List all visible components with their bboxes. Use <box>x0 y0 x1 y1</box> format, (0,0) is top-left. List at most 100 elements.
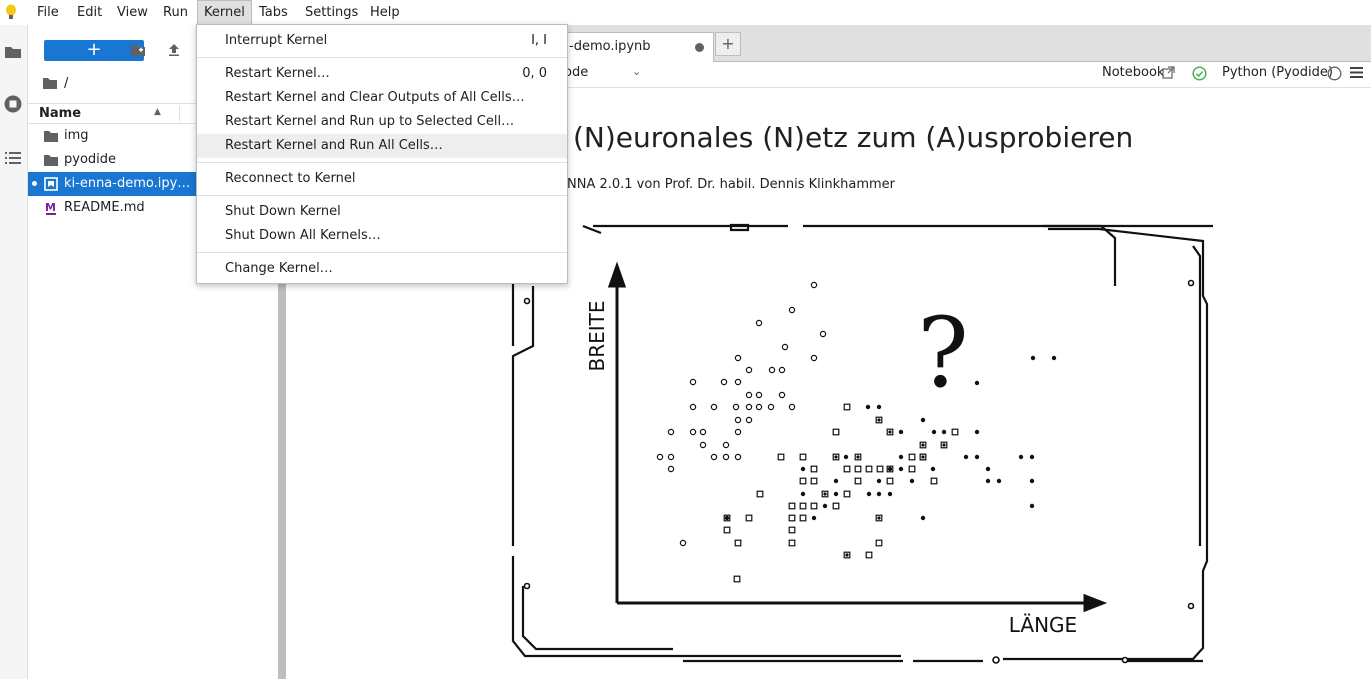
scatter-boxed-dot-center <box>856 455 860 459</box>
scatter-circle-point <box>734 428 742 436</box>
menuitem-restart-kernel[interactable]: Restart Kernel… 0, 0 <box>197 62 567 86</box>
scatter-dot-point <box>865 404 871 410</box>
scatter-circle-point <box>819 330 827 338</box>
menuitem-shut-down-all-kernels[interactable]: Shut Down All Kernels… <box>197 224 567 248</box>
scatter-circle-point <box>699 428 707 436</box>
menu-file[interactable]: File <box>37 5 59 20</box>
scatter-circle-point <box>755 403 763 411</box>
external-link-icon[interactable] <box>1162 66 1175 83</box>
scatter-circle-point <box>781 343 789 351</box>
file-name: README.md <box>64 200 145 215</box>
scatter-dot-point <box>800 466 806 472</box>
running-kernels-icon[interactable] <box>2 93 24 115</box>
scatter-circle-point <box>788 403 796 411</box>
menuitem-restart-run-all[interactable]: Restart Kernel and Run All Cells… <box>197 134 567 158</box>
scatter-square-point <box>810 465 818 473</box>
file-row-pyodide[interactable]: pyodide <box>28 148 278 172</box>
scatter-square-point <box>733 575 741 583</box>
scatter-circle-point <box>768 366 776 374</box>
scatter-square-point <box>843 403 851 411</box>
menuitem-restart-run-to-selected[interactable]: Restart Kernel and Run up to Selected Ce… <box>197 110 567 134</box>
notebook-view-label[interactable]: Notebook <box>1102 65 1165 80</box>
scatter-square-point <box>810 502 818 510</box>
table-of-contents-icon[interactable] <box>2 147 24 169</box>
menu-kernel[interactable]: Kernel <box>197 0 252 25</box>
scatter-dot-point <box>963 454 969 460</box>
scatter-dot-point <box>996 478 1002 484</box>
scatter-dot-point <box>974 429 980 435</box>
file-row-img[interactable]: img <box>28 124 278 148</box>
cell-type-select[interactable]: ode <box>564 65 589 80</box>
menuitem-restart-clear-outputs[interactable]: Restart Kernel and Clear Outputs of All … <box>197 86 567 110</box>
scatter-circle-point <box>745 366 753 374</box>
scatter-dot-point <box>985 466 991 472</box>
column-divider[interactable] <box>179 106 180 121</box>
scatter-dot-point <box>974 380 980 386</box>
folder-icon[interactable] <box>42 76 58 90</box>
x-axis-label: LÄNGE <box>1009 613 1077 637</box>
scatter-square-point <box>734 539 742 547</box>
scatter-circle-point <box>755 319 763 327</box>
scatter-boxed-dot-center <box>921 443 925 447</box>
scatter-dot-point <box>876 491 882 497</box>
new-launcher-button[interactable]: + <box>44 40 144 61</box>
menuitem-reconnect-kernel[interactable]: Reconnect to Kernel <box>197 167 567 191</box>
scatter-circle-point <box>778 366 786 374</box>
scatter-dot-point <box>941 429 947 435</box>
upload-icon[interactable] <box>165 41 183 59</box>
scatter-circle-point <box>745 416 753 424</box>
chevron-down-icon[interactable]: ⌄ <box>632 65 642 78</box>
menu-edit[interactable]: Edit <box>77 5 103 20</box>
menu-help[interactable]: Help <box>370 5 400 20</box>
scatter-square-point <box>745 514 753 522</box>
folder-icon[interactable] <box>2 41 24 63</box>
scatter-square-point <box>930 477 938 485</box>
panel-splitter[interactable] <box>278 25 286 679</box>
scatter-dot-point <box>898 466 904 472</box>
menuitem-shut-down-kernel[interactable]: Shut Down Kernel <box>197 200 567 224</box>
column-name-header[interactable]: Name <box>39 106 82 121</box>
add-tab-button[interactable]: + <box>715 32 741 56</box>
menu-settings[interactable]: Settings <box>305 5 359 20</box>
scatter-square-point <box>810 477 818 485</box>
scatter-square-point <box>876 465 884 473</box>
menu-separator <box>197 57 567 58</box>
file-row-readme[interactable]: M README.md <box>28 196 278 220</box>
scatter-dot-point <box>811 515 817 521</box>
menuitem-label: Restart Kernel and Run up to Selected Ce… <box>225 114 515 129</box>
circuit-frame <box>511 223 1213 663</box>
scatter-dot-point <box>1029 454 1035 460</box>
breadcrumb-path[interactable]: / <box>64 75 69 91</box>
scatter-circle-point <box>699 441 707 449</box>
scatter-circle-point <box>767 403 775 411</box>
menu-tabs[interactable]: Tabs <box>259 5 288 20</box>
scatter-boxed-dot-center <box>877 418 881 422</box>
kernel-name[interactable]: Python (Pyodide) <box>1222 65 1333 80</box>
new-folder-icon[interactable] <box>129 41 147 59</box>
menuitem-interrupt-kernel[interactable]: Interrupt Kernel I, I <box>197 29 567 53</box>
scatter-dot-point <box>930 466 936 472</box>
circuit-nodes <box>523 279 1195 664</box>
scatter-circle-point <box>810 354 818 362</box>
menu-run[interactable]: Run <box>163 5 188 20</box>
scatter-circle-point <box>667 428 675 436</box>
menu-hamburger-icon[interactable] <box>1350 66 1363 83</box>
scatter-boxed-dot-center <box>845 553 849 557</box>
scatter-square-point <box>886 477 894 485</box>
scatter-square-point <box>832 502 840 510</box>
folder-icon <box>43 152 59 168</box>
unsaved-dot-icon[interactable] <box>695 43 704 52</box>
scatter-square-point <box>908 453 916 461</box>
sort-ascending-icon[interactable]: ▲ <box>154 107 161 117</box>
notebook-icon <box>43 176 59 192</box>
kernel-idle-icon <box>1327 66 1342 85</box>
scatter-dot-point <box>866 491 872 497</box>
menu-separator <box>197 252 567 253</box>
scatter-square-point <box>951 428 959 436</box>
scatter-circle-point <box>656 453 664 461</box>
file-name: pyodide <box>64 152 117 167</box>
menuitem-change-kernel[interactable]: Change Kernel… <box>197 257 567 281</box>
scatter-boxed-dot-center <box>921 455 925 459</box>
menu-view[interactable]: View <box>117 5 148 20</box>
scatter-circle-point <box>745 391 753 399</box>
